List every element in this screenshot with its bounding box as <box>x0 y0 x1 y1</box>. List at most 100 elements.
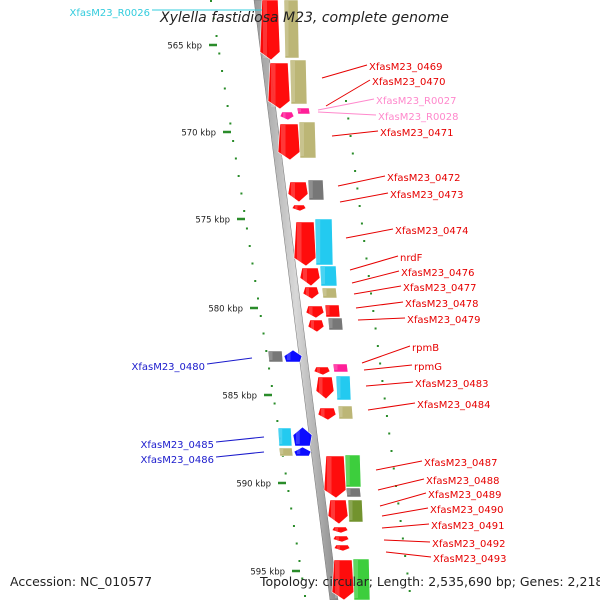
gene-arrow[interactable] <box>307 319 325 333</box>
feature-label[interactable]: XfasM23_0472 <box>387 173 461 184</box>
cog-box[interactable] <box>267 350 284 363</box>
gene-arrow[interactable] <box>302 286 320 300</box>
feature-highlight <box>298 109 301 112</box>
cog-box[interactable] <box>307 179 325 201</box>
gene-arrow[interactable] <box>305 305 325 319</box>
feature-label[interactable]: rpmB <box>412 343 439 354</box>
feature-tracks[interactable] <box>259 0 371 601</box>
scale-dot <box>262 332 265 335</box>
cog-box[interactable] <box>289 59 308 105</box>
feature-highlight <box>291 61 295 102</box>
feature-dot <box>399 520 402 522</box>
feature-highlight <box>349 501 353 520</box>
gene-arrow[interactable] <box>291 204 307 212</box>
cog-box[interactable] <box>337 405 354 420</box>
feature-label[interactable]: XfasM23_R0026 <box>70 8 150 19</box>
gene-arrow[interactable] <box>259 0 281 61</box>
feature-dot <box>383 397 386 400</box>
gene-arrow[interactable] <box>327 499 349 525</box>
gene-arrow[interactable] <box>333 544 351 552</box>
feature-label[interactable]: XfasM23_0469 <box>369 62 443 73</box>
gene-arrow[interactable] <box>267 62 291 110</box>
feature-label[interactable]: XfasM23_0476 <box>401 268 475 279</box>
feature-label[interactable]: XfasM23_0483 <box>415 379 489 390</box>
feature-highlight <box>326 306 330 315</box>
feature-highlight <box>317 368 320 373</box>
cog-box[interactable] <box>327 317 344 331</box>
feature-dot <box>374 327 377 330</box>
scale-dot <box>259 315 262 317</box>
feature-label[interactable]: XfasM23_R0028 <box>378 112 458 123</box>
gene-arrow[interactable] <box>331 559 355 601</box>
feature-label[interactable]: XfasM23_0490 <box>430 505 504 516</box>
feature-label[interactable]: nrdF <box>400 253 423 264</box>
feature-label[interactable]: XfasM23_0487 <box>424 458 498 469</box>
feature-label[interactable]: XfasM23_0473 <box>390 190 464 201</box>
feature-label[interactable]: XfasM23_0489 <box>428 490 502 501</box>
feature-label[interactable]: XfasM23_0491 <box>431 521 505 532</box>
feature-labels[interactable]: XfasM23_R0026 XfasM23_0469 XfasM23_0470 Xfa… <box>70 8 507 565</box>
cog-box[interactable] <box>344 454 362 488</box>
feature-dot <box>401 537 404 540</box>
feature-label[interactable]: rpmG <box>414 362 442 373</box>
feature-dot <box>385 415 388 417</box>
feature-highlight <box>279 429 283 444</box>
feature-label[interactable]: XfasM23_0479 <box>407 315 481 326</box>
label-leader-lines <box>152 9 432 558</box>
cog-box[interactable] <box>278 447 294 457</box>
feature-label[interactable]: XfasM23_0486 <box>140 455 214 466</box>
cog-box[interactable] <box>324 304 341 318</box>
feature-label[interactable]: XfasM23_0474 <box>395 226 469 237</box>
gene-arrow[interactable] <box>283 349 303 363</box>
rna-box[interactable] <box>296 107 311 115</box>
cog-box[interactable] <box>335 375 352 401</box>
cog-box[interactable] <box>321 287 338 299</box>
feature-label[interactable]: XfasM23_0485 <box>140 440 214 451</box>
cog-box[interactable] <box>277 427 293 447</box>
cog-box[interactable] <box>345 487 362 498</box>
feature-label[interactable]: XfasM23_0480 <box>131 362 205 373</box>
scale-dot <box>257 297 260 300</box>
feature-label[interactable]: XfasM23_0492 <box>432 539 506 550</box>
feature-dot <box>363 240 366 242</box>
feature-label[interactable]: XfasM23_R0027 <box>376 96 456 107</box>
cog-box[interactable] <box>332 363 349 373</box>
gene-arrow[interactable] <box>331 526 349 534</box>
feature-label[interactable]: XfasM23_0478 <box>405 299 479 310</box>
feature-dot <box>406 572 409 575</box>
feature-highlight <box>354 560 358 598</box>
gene-arrow[interactable] <box>332 535 350 543</box>
gene-arrow[interactable] <box>317 407 337 421</box>
gene-arrow[interactable] <box>293 446 312 457</box>
gene-arrow[interactable] <box>287 181 309 203</box>
label-leader-line <box>379 492 427 507</box>
feature-label[interactable]: XfasM23_0484 <box>417 400 491 411</box>
feature-label[interactable]: XfasM23_0471 <box>380 128 454 139</box>
feature-label[interactable]: XfasM23_0493 <box>433 554 507 565</box>
gene-arrow[interactable] <box>293 221 317 267</box>
cog-box[interactable] <box>298 121 317 159</box>
feature-highlight <box>329 319 333 328</box>
label-leader-line <box>206 357 253 365</box>
scale-dot <box>284 472 287 475</box>
gene-arrow[interactable] <box>313 366 331 376</box>
gene-arrow[interactable] <box>277 123 301 161</box>
gene-arrow[interactable] <box>315 376 335 400</box>
gene-arrow[interactable] <box>299 267 321 287</box>
cog-box[interactable] <box>314 218 334 266</box>
cog-box[interactable] <box>347 499 364 523</box>
rna-arrow[interactable] <box>279 111 295 121</box>
cog-box[interactable] <box>319 265 338 287</box>
scale-dot <box>245 227 248 230</box>
feature-label[interactable]: XfasM23_0477 <box>403 283 477 294</box>
feature-highlight <box>347 489 351 495</box>
feature-label[interactable]: XfasM23_0470 <box>372 77 446 88</box>
gene-arrow[interactable] <box>323 455 347 499</box>
feature-highlight <box>303 269 307 284</box>
gene-arrow[interactable] <box>292 426 313 447</box>
scale-dot <box>301 577 304 580</box>
feature-label[interactable]: XfasM23_0488 <box>426 476 500 487</box>
cog-box[interactable] <box>283 0 300 59</box>
